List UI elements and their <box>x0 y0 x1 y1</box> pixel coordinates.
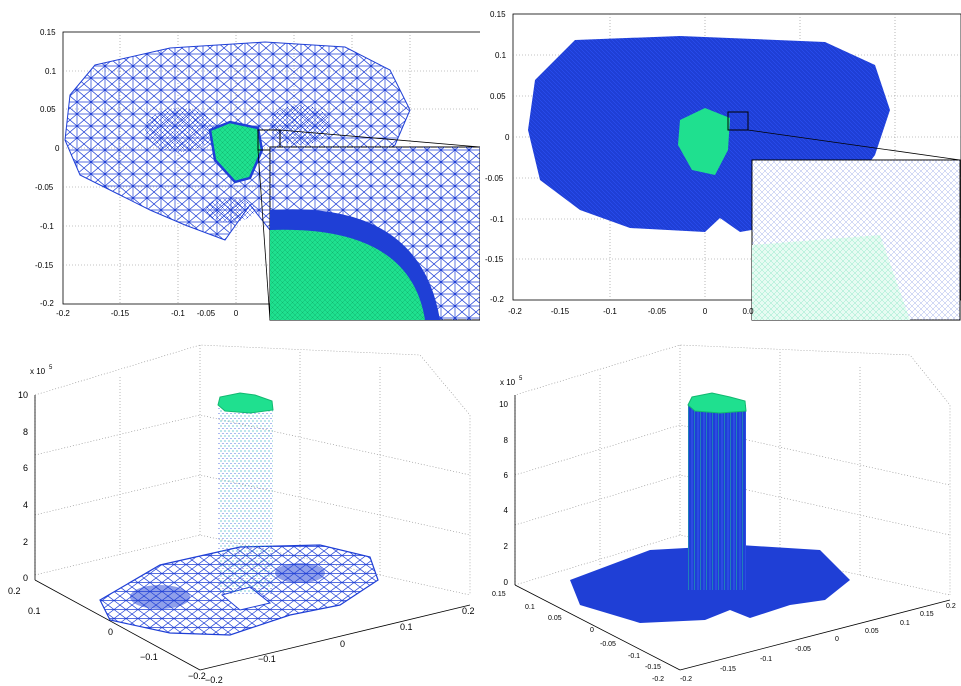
x-tick: 0.15 <box>920 611 934 618</box>
y-tick: 0.05 <box>40 105 56 114</box>
x-tick-labels: -0.2 -0.15 -0.1 -0.05 0 0.05 0.1 0.15 0.… <box>680 603 956 683</box>
z-tick: 0 <box>23 573 28 583</box>
x-tick: -0.05 <box>197 309 216 318</box>
axis-lines <box>34 395 471 671</box>
y-tick: 0.1 <box>45 67 57 76</box>
top-right-panel: 0.15 0.1 0.05 0 -0.05 -0.1 -0.15 -0.2 -0… <box>485 10 961 321</box>
z-tick: 6 <box>23 463 28 473</box>
zoom-inset <box>257 129 480 321</box>
zoom-inset <box>727 111 961 321</box>
column <box>687 392 747 590</box>
y-tick: −0.2 <box>188 671 206 681</box>
z-tick: 6 <box>504 471 509 480</box>
axes-frame <box>512 13 961 301</box>
y-tick-labels: 0.15 0.1 0.05 0 -0.05 -0.1 -0.15 -0.2 <box>492 591 664 683</box>
z-tick-labels: 10 8 6 4 2 0 <box>18 390 28 583</box>
z-tick: 2 <box>23 537 28 547</box>
exponent-power: 5 <box>519 376 523 382</box>
exponent-label: x 10 5 <box>30 365 53 376</box>
top-left-panel: 0.15 0.1 0.05 0 -0.05 -0.1 -0.15 -0.2 -0… <box>35 28 480 321</box>
y-tick-labels: 0.15 0.1 0.05 0 -0.05 -0.1 -0.15 -0.2 <box>485 10 510 304</box>
y-tick: 0 <box>55 144 60 153</box>
y-tick: -0.05 <box>485 174 504 183</box>
z-tick: 8 <box>23 427 28 437</box>
x-tick: -0.1 <box>603 307 617 316</box>
x-tick: -0.2 <box>508 307 522 316</box>
3d-axes-frame <box>514 344 951 596</box>
y-tick: -0.15 <box>35 261 54 270</box>
z-tick: 10 <box>499 400 508 409</box>
y-tick: 0.1 <box>495 51 507 60</box>
z-tick: 4 <box>504 506 509 515</box>
x-tick: 0 <box>835 636 839 643</box>
x-tick-labels: -0.2 -0.15 -0.1 -0.05 0 0.0 <box>508 307 754 316</box>
y-tick-labels: 0.2 0.1 0 −0.1 −0.2 <box>8 586 206 681</box>
y-tick: 0.15 <box>492 591 506 598</box>
y-tick: 0.15 <box>490 10 506 19</box>
x-tick: −0.2 <box>205 675 223 685</box>
y-tick: 0.2 <box>8 586 21 596</box>
y-tick: 0 <box>590 627 594 634</box>
y-tick: -0.15 <box>645 664 661 671</box>
z-tick: 2 <box>504 542 509 551</box>
x-tick-labels: -0.2 -0.15 -0.1 -0.05 0 <box>56 309 239 318</box>
x-tick: -0.05 <box>648 307 667 316</box>
x-tick: -0.15 <box>720 666 736 673</box>
x-tick: 0.1 <box>900 620 910 627</box>
z-tick: 4 <box>23 500 28 510</box>
x-tick: 0.2 <box>946 603 956 610</box>
x-tick: 0 <box>234 309 239 318</box>
y-tick: -0.05 <box>35 183 54 192</box>
exponent-power: 5 <box>49 365 53 371</box>
x-tick: -0.15 <box>551 307 570 316</box>
y-tick: 0.05 <box>490 92 506 101</box>
y-tick: -0.1 <box>40 222 54 231</box>
x-tick: -0.2 <box>680 676 692 683</box>
x-tick: 0.0 <box>742 307 754 316</box>
x-tick: 0.2 <box>462 606 475 616</box>
y-tick-labels: 0.15 0.1 0.05 0 -0.05 -0.1 -0.15 -0.2 <box>35 28 60 308</box>
x-tick: -0.15 <box>111 309 130 318</box>
y-tick: -0.2 <box>40 299 54 308</box>
x-tick: 0.05 <box>865 628 879 635</box>
y-tick: 0.05 <box>548 615 562 622</box>
z-tick: 10 <box>18 390 28 400</box>
y-tick: -0.1 <box>628 653 640 660</box>
y-tick: -0.1 <box>490 215 504 224</box>
y-tick: 0 <box>505 133 510 142</box>
exponent-text: x 10 <box>30 367 46 376</box>
y-tick: 0.1 <box>525 604 535 611</box>
y-tick: 0.15 <box>40 28 56 37</box>
x-tick: 0 <box>340 639 345 649</box>
bottom-right-panel: x 10 5 10 8 6 4 2 0 0.15 0.1 0.05 0 -0.0… <box>492 344 956 683</box>
y-tick: -0.2 <box>490 295 504 304</box>
x-tick: -0.2 <box>56 309 70 318</box>
z-tick: 0 <box>504 578 509 587</box>
axis-lines <box>514 395 951 671</box>
x-tick-labels: −0.2 −0.1 0 0.1 0.2 <box>205 606 475 685</box>
x-tick: −0.1 <box>258 654 276 664</box>
exponent-text: x 10 <box>500 378 516 387</box>
bottom-left-panel: x 10 5 10 8 6 4 2 0 0.2 0.1 0 −0.1 −0.2 … <box>8 344 475 685</box>
x-tick: -0.1 <box>760 656 772 663</box>
x-tick: 0.1 <box>400 622 413 632</box>
y-tick: -0.15 <box>485 255 504 264</box>
exponent-label: x 10 5 <box>500 376 523 387</box>
y-tick: -0.05 <box>600 641 616 648</box>
z-tick: 8 <box>504 436 509 445</box>
y-tick: 0.1 <box>28 606 41 616</box>
x-tick: -0.05 <box>795 646 811 653</box>
y-tick: 0 <box>108 627 113 637</box>
x-tick: -0.1 <box>171 309 185 318</box>
y-tick: −0.1 <box>140 652 158 662</box>
column <box>217 392 274 595</box>
z-tick-labels: 10 8 6 4 2 0 <box>499 400 508 587</box>
y-tick: -0.2 <box>652 676 664 683</box>
x-tick: 0 <box>703 307 708 316</box>
